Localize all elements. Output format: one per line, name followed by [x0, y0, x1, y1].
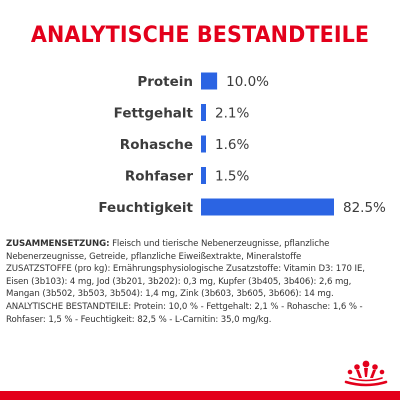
page-title: ANALYTISCHE BESTANDTEILE: [30, 22, 370, 48]
bar: [201, 72, 218, 90]
nutrient-bar-chart: Protein 10.0% Fettgehalt 2.1% Rohasche 1.6% Ro…: [98, 72, 386, 216]
composition-text: ZUSAMMENSETZUNG: Fleisch und tierische N…: [6, 238, 376, 326]
bar: [201, 198, 334, 216]
category-label: Fettgehalt: [114, 106, 194, 122]
bottom-red-bar: [0, 391, 400, 400]
value-label: 1.5%: [215, 169, 249, 185]
value-label: 10.0%: [226, 74, 269, 90]
value-label: 2.1%: [215, 106, 249, 122]
composition-label: ZUSAMMENSETZUNG:: [6, 239, 110, 249]
royal-canin-crown-icon: [344, 360, 388, 387]
bar: [201, 167, 206, 184]
category-label: Rohasche: [120, 137, 193, 153]
composition-body: Fleisch und tierische Nebenerzeugnisse, …: [6, 239, 365, 325]
category-label: Feuchtigkeit: [98, 200, 193, 216]
category-label: Protein: [137, 74, 193, 90]
value-label: 1.6%: [215, 137, 249, 153]
category-label: Rohfaser: [125, 169, 193, 185]
value-label: 82.5%: [343, 200, 386, 216]
bar: [201, 104, 206, 121]
bar: [201, 135, 206, 153]
